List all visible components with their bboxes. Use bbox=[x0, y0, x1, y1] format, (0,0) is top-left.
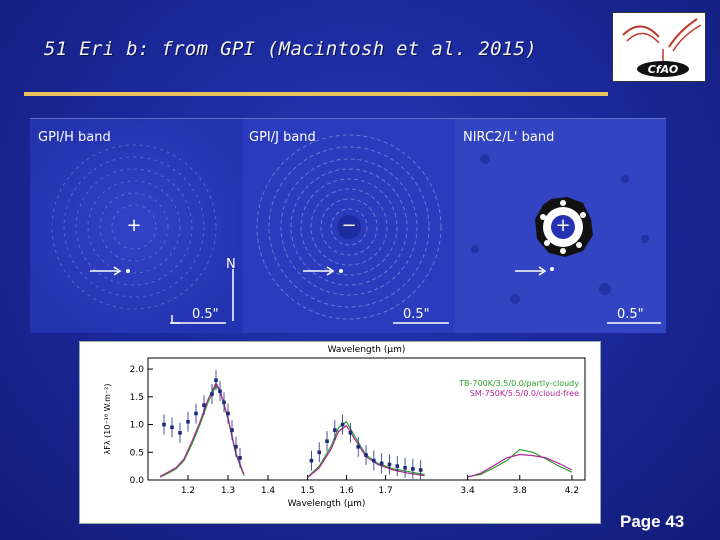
x-tick-label: 3.8 bbox=[513, 486, 528, 496]
y-tick-label: 0.5 bbox=[130, 448, 144, 458]
data-point bbox=[325, 439, 329, 443]
data-point bbox=[364, 453, 368, 457]
data-point bbox=[226, 411, 230, 416]
data-point bbox=[234, 444, 238, 449]
model-series-line bbox=[467, 453, 573, 478]
data-point bbox=[178, 431, 182, 435]
data-point bbox=[202, 403, 206, 407]
svg-text:+: + bbox=[126, 215, 141, 236]
x-tick-label: 1.2 bbox=[181, 486, 195, 496]
data-point bbox=[317, 450, 322, 455]
data-point bbox=[379, 461, 384, 466]
spectrum-chart: 0.0 0.5 1.0 1.5 2.0 1.2 1.3 1.4 1.5 1.6 1.7 3.4 3.8 4… bbox=[79, 341, 601, 524]
data-point bbox=[170, 425, 174, 430]
y-tick-label: 2.0 bbox=[130, 365, 145, 375]
x-tick-label: 1.7 bbox=[378, 486, 392, 496]
y-axis-label: λFλ (10⁻¹⁶ W.m⁻²) bbox=[103, 384, 112, 455]
scale-label: 0.5" bbox=[403, 307, 430, 322]
legend-entry: TB-700K/3.5/0.0/partly-cloudy bbox=[458, 379, 579, 388]
data-point bbox=[340, 422, 345, 427]
x-tick-label: 1.4 bbox=[261, 486, 276, 496]
data-point bbox=[214, 378, 218, 382]
x-tick-label: 1.5 bbox=[300, 486, 314, 496]
panel-gpi-j: − GPI/J band 0.5" bbox=[243, 119, 455, 333]
x-tick-label: 1.6 bbox=[339, 486, 354, 496]
data-point bbox=[194, 411, 198, 416]
data-point bbox=[186, 419, 190, 424]
data-point bbox=[356, 444, 361, 449]
data-point bbox=[222, 400, 226, 405]
data-point bbox=[333, 428, 337, 432]
cfao-logo-icon: CfAO bbox=[612, 12, 706, 82]
x-tick-label: 3.4 bbox=[460, 486, 475, 496]
page-number: Page 43 bbox=[620, 512, 685, 531]
top-axis-label: Wavelength (μm) bbox=[328, 345, 406, 355]
panel-label: GPI/H band bbox=[38, 130, 111, 145]
data-point bbox=[411, 467, 415, 471]
data-point bbox=[210, 392, 214, 396]
model-series-line bbox=[307, 424, 425, 479]
data-point bbox=[238, 456, 242, 460]
x-axis-label: Wavelength (μm) bbox=[288, 499, 366, 509]
plot-frame bbox=[147, 357, 586, 481]
image-panels: + GPI/H band 0.5" N − bbox=[30, 118, 666, 333]
slide-title: 51 Eri b: from GPI (Macintosh et al. 201… bbox=[44, 38, 538, 60]
compass-north-label: N bbox=[226, 257, 236, 272]
panel-gpi-h: + GPI/H band 0.5" N bbox=[30, 119, 243, 333]
star-marker: − bbox=[341, 215, 356, 236]
data-point bbox=[403, 466, 407, 470]
x-tick-label: 1.3 bbox=[221, 486, 235, 496]
y-tick-label: 1.5 bbox=[130, 393, 144, 403]
data-point bbox=[309, 458, 314, 463]
data-point bbox=[418, 468, 423, 472]
legend-entry: SM-750K/5.5/0.0/cloud-free bbox=[470, 389, 579, 398]
panel-label: NIRC2/L' band bbox=[463, 130, 555, 145]
data-point bbox=[348, 431, 353, 435]
spectrum-svg: 0.0 0.5 1.0 1.5 2.0 1.2 1.3 1.4 1.5 1.6 1.7 3.4 3.8 4… bbox=[103, 345, 586, 509]
y-tick-label: 1.0 bbox=[130, 421, 145, 431]
model-series-line bbox=[467, 448, 573, 478]
data-point bbox=[387, 462, 392, 467]
panel-label: GPI/J band bbox=[249, 130, 316, 145]
data-point bbox=[395, 464, 400, 468]
data-point bbox=[162, 422, 166, 427]
svg-text:+: + bbox=[555, 215, 570, 236]
svg-text:CfAO: CfAO bbox=[648, 63, 678, 76]
data-point bbox=[230, 428, 234, 432]
x-tick-label: 4.2 bbox=[565, 486, 579, 496]
panel-nirc2-l: + NIRC2/L' band 0.5" bbox=[455, 119, 666, 333]
data-point bbox=[218, 389, 222, 394]
scale-label: 0.5" bbox=[192, 307, 219, 322]
model-series-line bbox=[307, 420, 425, 478]
title-divider bbox=[24, 92, 608, 96]
data-point bbox=[372, 458, 376, 463]
y-tick-label: 0.0 bbox=[130, 476, 145, 486]
scale-label: 0.5" bbox=[617, 307, 644, 322]
